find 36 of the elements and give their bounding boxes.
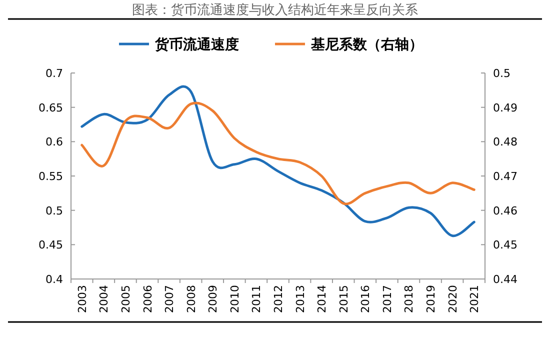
y2-tick-label: 0.47	[493, 170, 518, 183]
x-tick-label: 2013	[294, 285, 307, 313]
x-tick-label: 2012	[272, 285, 285, 313]
chart-title: 图表：货币流通速度与收入结构近年来呈反向关系	[132, 2, 418, 18]
x-tick-label: 2007	[163, 285, 176, 313]
y-tick-label: 0.55	[38, 170, 63, 183]
y-tick-label: 0.65	[38, 101, 63, 114]
x-tick-label: 2021	[468, 285, 482, 313]
x-tick-label: 2018	[402, 285, 416, 313]
x-tick-label: 2005	[119, 285, 132, 313]
x-tick-label: 2006	[141, 285, 154, 313]
y-tick-label: 0.6	[46, 136, 63, 149]
y-tick-label: 0.7	[46, 67, 63, 80]
y-tick-label: 0.45	[38, 238, 63, 252]
x-tick-label: 2019	[424, 285, 438, 313]
x-tick-label: 2008	[184, 285, 198, 313]
x-tick-label: 2003	[76, 285, 89, 313]
x-tick-label: 2014	[316, 285, 329, 313]
x-tick-label: 2016	[359, 285, 372, 313]
x-tick-label: 2004	[98, 285, 111, 313]
y2-tick-label: 0.5	[493, 67, 510, 80]
y2-tick-label: 0.49	[493, 101, 518, 114]
y2-tick-label: 0.44	[493, 273, 518, 286]
y2-tick-label: 0.46	[493, 204, 518, 218]
y-tick-label: 0.5	[46, 204, 63, 218]
x-tick-label: 2009	[206, 285, 220, 313]
x-tick-label: 2015	[337, 285, 350, 313]
legend-label: 基尼系数（右轴）	[310, 37, 423, 53]
x-tick-label: 2017	[380, 285, 394, 313]
x-tick-label: 2010	[228, 285, 242, 313]
legend-label: 货币流通速度	[154, 36, 239, 53]
y2-tick-label: 0.45	[493, 238, 518, 252]
x-tick-label: 2020	[446, 285, 460, 313]
x-tick-label: 2011	[250, 285, 264, 313]
y-tick-label: 0.4	[46, 273, 63, 286]
y2-tick-label: 0.48	[493, 136, 518, 149]
